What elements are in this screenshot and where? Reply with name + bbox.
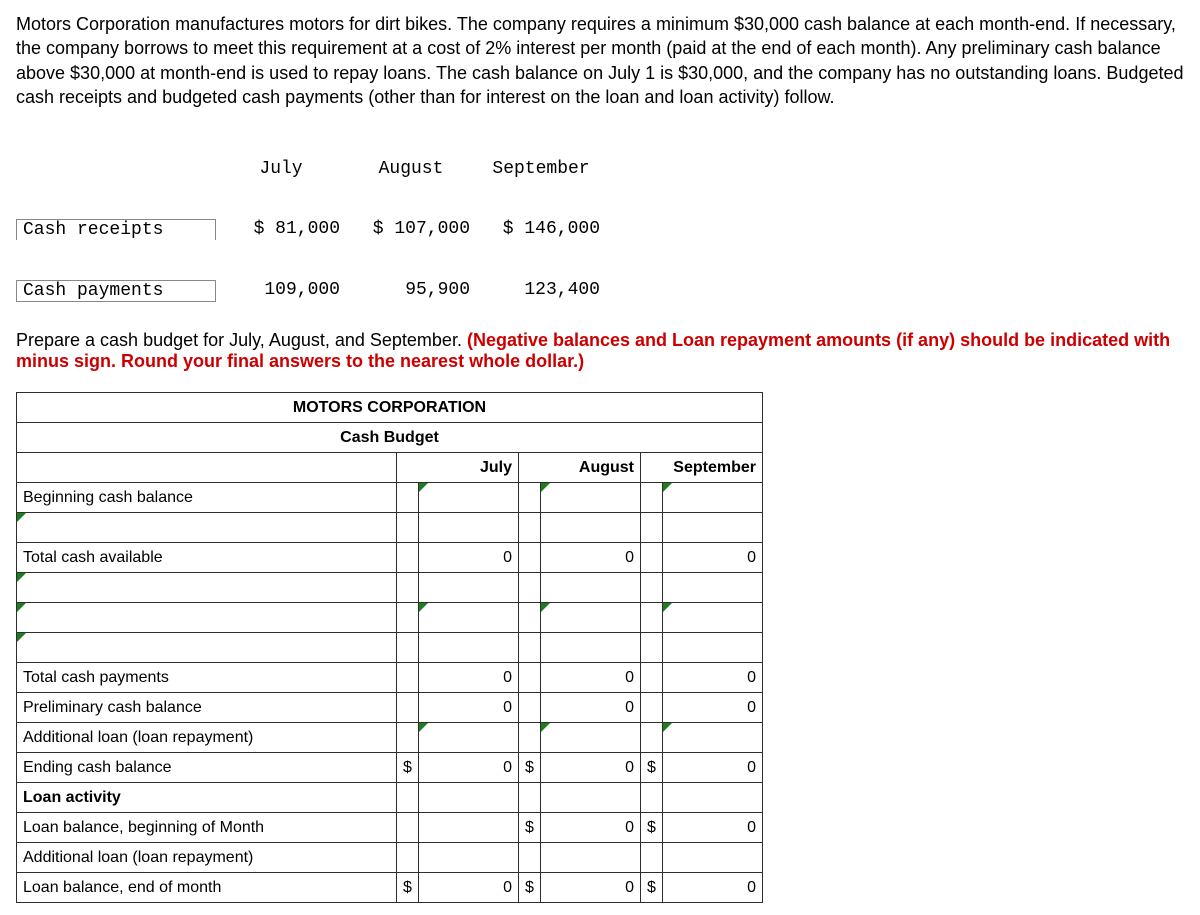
input-cell[interactable] [419,813,519,843]
input-cell[interactable] [419,513,519,543]
col-hdr-july: July [397,453,519,483]
dropdown-icon [17,513,26,522]
row-ending-cash-balance: Ending cash balance [17,753,397,783]
currency-cell [519,483,541,513]
input-cell[interactable] [419,723,519,753]
given-data-table: July August September Cash receipts $ 81… [16,119,1184,322]
label-select[interactable] [17,603,397,633]
input-cell[interactable] [663,573,763,603]
currency-cell [641,483,663,513]
worksheet-title-2: Cash Budget [17,423,763,453]
dropdown-icon [419,483,428,492]
input-cell[interactable] [419,843,519,873]
currency-cell: $ [397,873,419,903]
blank-header [17,453,397,483]
input-cell[interactable] [541,603,641,633]
label-select[interactable] [17,633,397,663]
calc-cell: 0 [663,753,763,783]
input-cell[interactable] [541,633,641,663]
currency-cell [397,483,419,513]
input-cell[interactable] [419,573,519,603]
calc-cell: 0 [541,693,641,723]
dropdown-icon [419,723,428,732]
currency-cell: $ [641,873,663,903]
currency-cell: $ [641,813,663,843]
input-cell[interactable] [663,723,763,753]
calc-cell: 0 [663,873,763,903]
currency-cell: $ [519,873,541,903]
calc-cell: 0 [419,873,519,903]
given-cell: $ 107,000 [346,219,476,240]
calc-cell: 0 [541,543,641,573]
input-cell[interactable] [419,633,519,663]
dropdown-icon [419,603,428,612]
row-beginning-cash: Beginning cash balance [17,483,397,513]
given-hdr-aug: August [346,159,476,179]
given-cell: $ 146,000 [476,219,606,240]
row-additional-loan-2: Additional loan (loan repayment) [17,843,397,873]
instruction-plain: Prepare a cash budget for July, August, … [16,330,467,350]
input-cell[interactable] [541,513,641,543]
calc-cell: 0 [541,873,641,903]
row-loan-balance-begin: Loan balance, beginning of Month [17,813,397,843]
currency-cell: $ [641,753,663,783]
calc-cell: 0 [541,813,641,843]
currency-cell: $ [519,813,541,843]
worksheet-title-1: MOTORS CORPORATION [17,393,763,423]
input-cell[interactable] [541,483,641,513]
given-row-label: Cash receipts [16,219,216,240]
input-cell[interactable] [419,603,519,633]
calc-cell: 0 [541,753,641,783]
label-select[interactable] [17,513,397,543]
input-cell[interactable] [663,843,763,873]
input-cell[interactable] [663,513,763,543]
input-cell[interactable] [663,603,763,633]
dropdown-icon [663,483,672,492]
instruction: Prepare a cash budget for July, August, … [16,330,1184,372]
given-row-label: Cash payments [16,280,216,302]
cash-budget-worksheet: MOTORS CORPORATION Cash Budget July Augu… [16,392,763,903]
currency-cell: $ [519,753,541,783]
given-cell: 109,000 [216,280,346,302]
problem-text: Motors Corporation manufactures motors f… [16,12,1184,109]
dropdown-icon [17,603,26,612]
dropdown-icon [17,573,26,582]
calc-cell: 0 [663,693,763,723]
col-hdr-august: August [519,453,641,483]
calc-cell: 0 [663,543,763,573]
given-cell: 95,900 [346,280,476,302]
row-preliminary-cash-balance: Preliminary cash balance [17,693,397,723]
input-cell[interactable] [663,483,763,513]
currency-cell: $ [397,753,419,783]
dropdown-icon [663,603,672,612]
input-cell[interactable] [419,483,519,513]
input-cell[interactable] [541,573,641,603]
row-additional-loan: Additional loan (loan repayment) [17,723,397,753]
calc-cell: 0 [419,693,519,723]
row-total-cash-available: Total cash available [17,543,397,573]
given-hdr-july: July [216,159,346,179]
input-cell[interactable] [541,843,641,873]
dropdown-icon [541,483,550,492]
dropdown-icon [541,603,550,612]
given-cell: 123,400 [476,280,606,302]
label-select[interactable] [17,573,397,603]
col-hdr-september: September [641,453,763,483]
row-loan-balance-end: Loan balance, end of month [17,873,397,903]
given-cell: $ 81,000 [216,219,346,240]
input-cell[interactable] [663,633,763,663]
calc-cell: 0 [419,543,519,573]
calc-cell: 0 [663,813,763,843]
calc-cell: 0 [541,663,641,693]
calc-cell: 0 [663,663,763,693]
dropdown-icon [663,723,672,732]
calc-cell: 0 [419,753,519,783]
dropdown-icon [17,633,26,642]
input-cell[interactable] [541,723,641,753]
dropdown-icon [541,723,550,732]
row-total-cash-payments: Total cash payments [17,663,397,693]
calc-cell: 0 [419,663,519,693]
given-hdr-sep: September [476,159,606,179]
row-loan-activity-header: Loan activity [17,783,397,813]
